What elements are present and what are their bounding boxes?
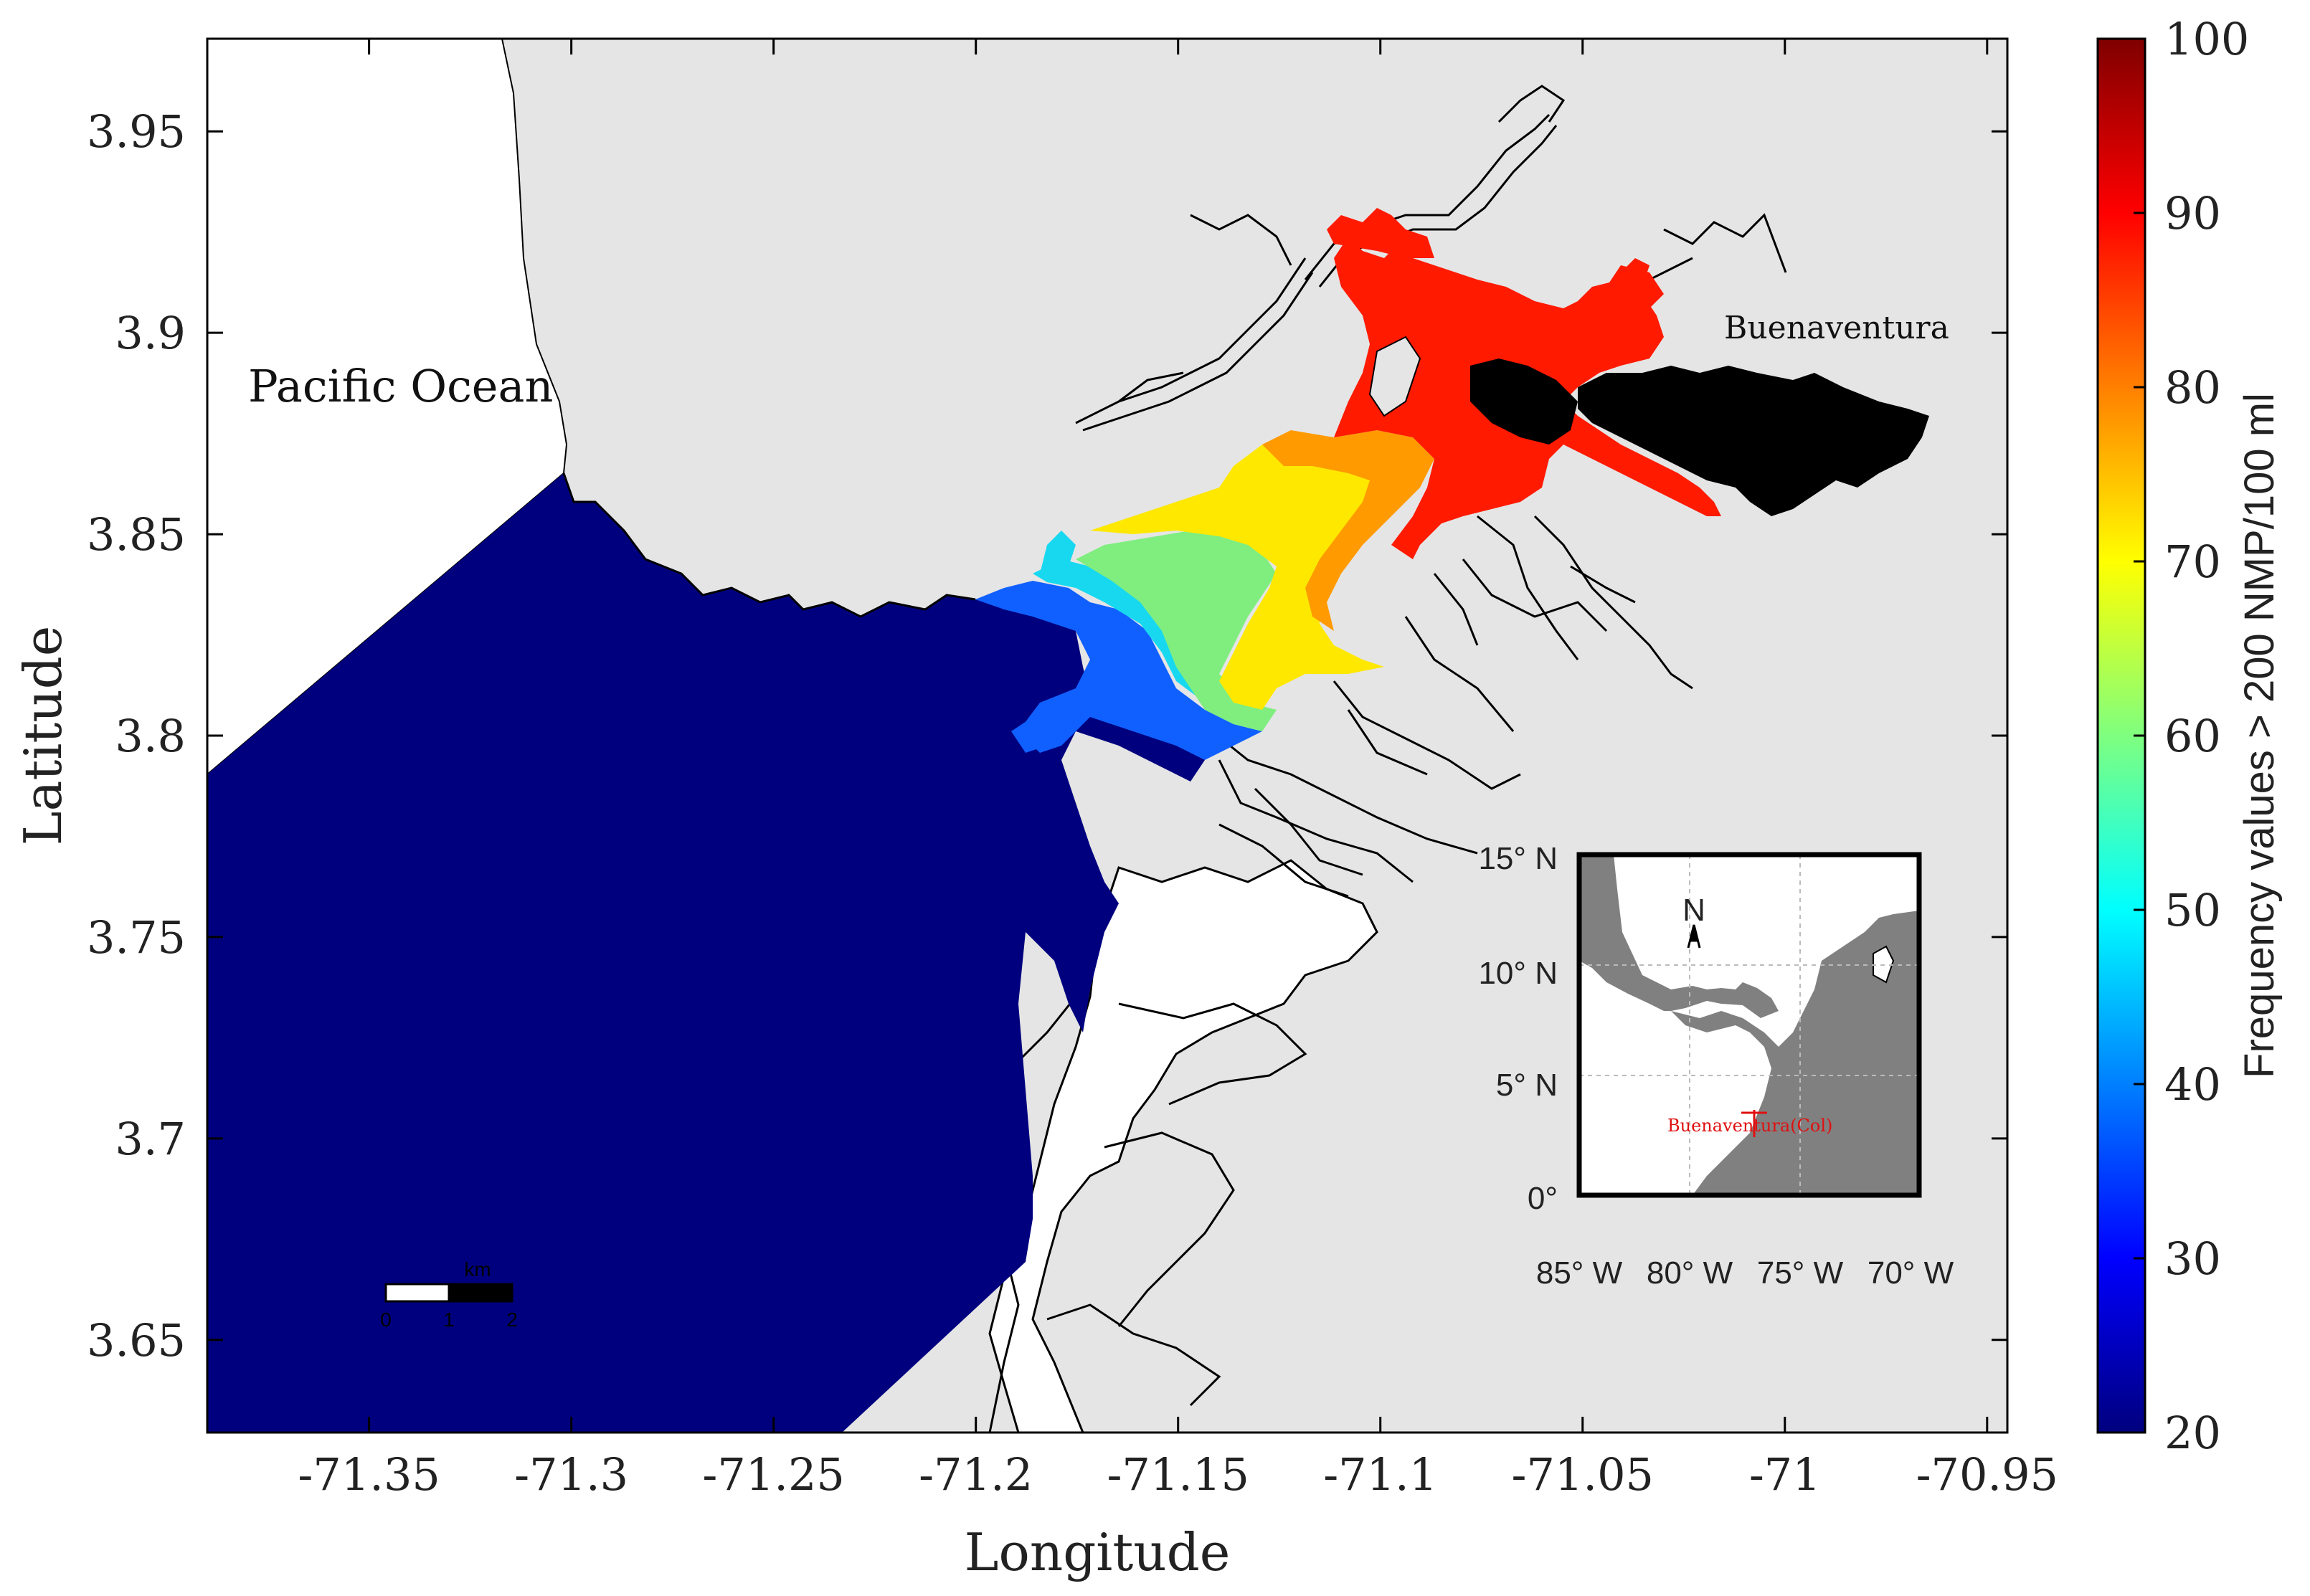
- creek-network: [1211, 515, 1693, 898]
- colorbar-tick-label: 90: [2164, 187, 2221, 239]
- river-channel-south-3: [1046, 1303, 1221, 1407]
- x-axis-title: Longitude: [965, 1522, 1231, 1582]
- colorbar-title: Frequency values > 200 NMP/100 ml: [2236, 393, 2283, 1078]
- scale-bar-tick-2: 2: [506, 1308, 518, 1331]
- inset-y-tick-15: 15° N: [1478, 841, 1558, 876]
- y-tick-label: 3.65: [87, 1314, 186, 1367]
- colorbar-tick-label: 50: [2164, 884, 2221, 936]
- zone-freq-20: [207, 473, 1219, 1433]
- inset-y-tick-0: 0°: [1528, 1181, 1558, 1216]
- y-axis-ticks: 3.65 3.7 3.75 3.8 3.85 3.9 3.95: [87, 105, 2007, 1367]
- inner-island: [1368, 336, 1421, 417]
- colorbar-tick-label: 40: [2164, 1058, 2221, 1111]
- river-channel-south: [1118, 1002, 1307, 1106]
- colorbar-tick-label: 20: [2164, 1407, 2221, 1459]
- coastline-north: [562, 472, 976, 618]
- inset-map: Buenaventura(Col) N 15° N 10° N 5° N 0° …: [1478, 841, 1954, 1291]
- y-tick-label: 3.95: [87, 105, 186, 158]
- map-plot-area: [207, 39, 2007, 1433]
- y-tick-label: 3.85: [87, 508, 186, 561]
- y-tick-label: 3.9: [115, 307, 186, 359]
- colorbar: 20 30 40 50 60 70 80 90 100 Frequency values > 2…: [2096, 13, 2283, 1459]
- x-tick-label: -71.3: [514, 1448, 628, 1501]
- inset-x-tick-80: 80° W: [1647, 1255, 1733, 1291]
- zone-freq-40: [975, 581, 1262, 760]
- zone-freq-90-branch-north: [1327, 208, 1434, 258]
- buenaventura-mainland-urban: [1578, 366, 1929, 516]
- colorbar-ticks: 20 30 40 50 60 70 80 90 100: [2134, 13, 2249, 1459]
- x-tick-label: -70.95: [1916, 1448, 2058, 1501]
- inset-north-america-land: [1579, 855, 1779, 1018]
- scale-bar-tick-1: 1: [443, 1308, 455, 1331]
- pacific-ocean-label: Pacific Ocean: [248, 360, 553, 412]
- scale-bar-tick-0: 0: [380, 1308, 392, 1331]
- inset-central-america-land: [1671, 911, 1919, 1195]
- colorbar-tick-label: 30: [2164, 1232, 2221, 1285]
- x-tick-label: -71.35: [298, 1448, 440, 1501]
- x-tick-label: -71.1: [1323, 1448, 1437, 1501]
- colorbar-tick-label: 70: [2164, 536, 2221, 588]
- north-arrow-letter: N: [1682, 893, 1705, 928]
- scale-bar-unit: km: [464, 1258, 491, 1281]
- buenaventura-label: Buenaventura: [1724, 310, 1949, 346]
- pacific-ocean-area: [207, 39, 568, 776]
- zone-freq-70: [1090, 445, 1384, 710]
- x-tick-label: -71.15: [1107, 1448, 1249, 1501]
- x-tick-label: -71: [1749, 1448, 1821, 1501]
- zone-freq-40-south: [1011, 717, 1054, 753]
- colorbar-tick-label: 60: [2164, 710, 2221, 762]
- zone-freq-50-edge: [1040, 531, 1076, 574]
- x-axis-ticks: -71.35 -71.3 -71.25 -71.2 -71.15 -71.1 -71.05 -…: [298, 39, 2058, 1501]
- inset-x-tick-85: 85° W: [1536, 1255, 1623, 1291]
- x-tick-label: -71.25: [702, 1448, 844, 1501]
- inset-y-tick-5: 5° N: [1496, 1068, 1558, 1103]
- inset-location-label: Buenaventura(Col): [1667, 1116, 1832, 1136]
- colorbar-tick-label: 100: [2164, 13, 2249, 65]
- y-tick-label: 3.75: [87, 911, 186, 964]
- inset-x-tick-70: 70° W: [1868, 1255, 1954, 1291]
- y-tick-label: 3.8: [115, 710, 186, 762]
- buenaventura-urban-area: [1470, 358, 1578, 445]
- north-arrow-icon: N: [1682, 893, 1705, 949]
- zone-freq-90-branch-ne: [1614, 258, 1649, 287]
- x-tick-label: -71.2: [919, 1448, 1033, 1501]
- scale-bar: km 0 1 2: [380, 1258, 518, 1331]
- colorbar-tick-label: 80: [2164, 361, 2221, 414]
- x-tick-label: -71.05: [1512, 1448, 1654, 1501]
- river-channel-south-2: [1104, 1131, 1235, 1327]
- y-axis-title: Latitude: [13, 626, 73, 846]
- y-tick-label: 3.7: [115, 1113, 186, 1165]
- zone-freq-80: [1262, 430, 1434, 631]
- inset-x-tick-75: 75° W: [1757, 1255, 1844, 1291]
- inset-y-tick-10: 10° N: [1478, 956, 1558, 991]
